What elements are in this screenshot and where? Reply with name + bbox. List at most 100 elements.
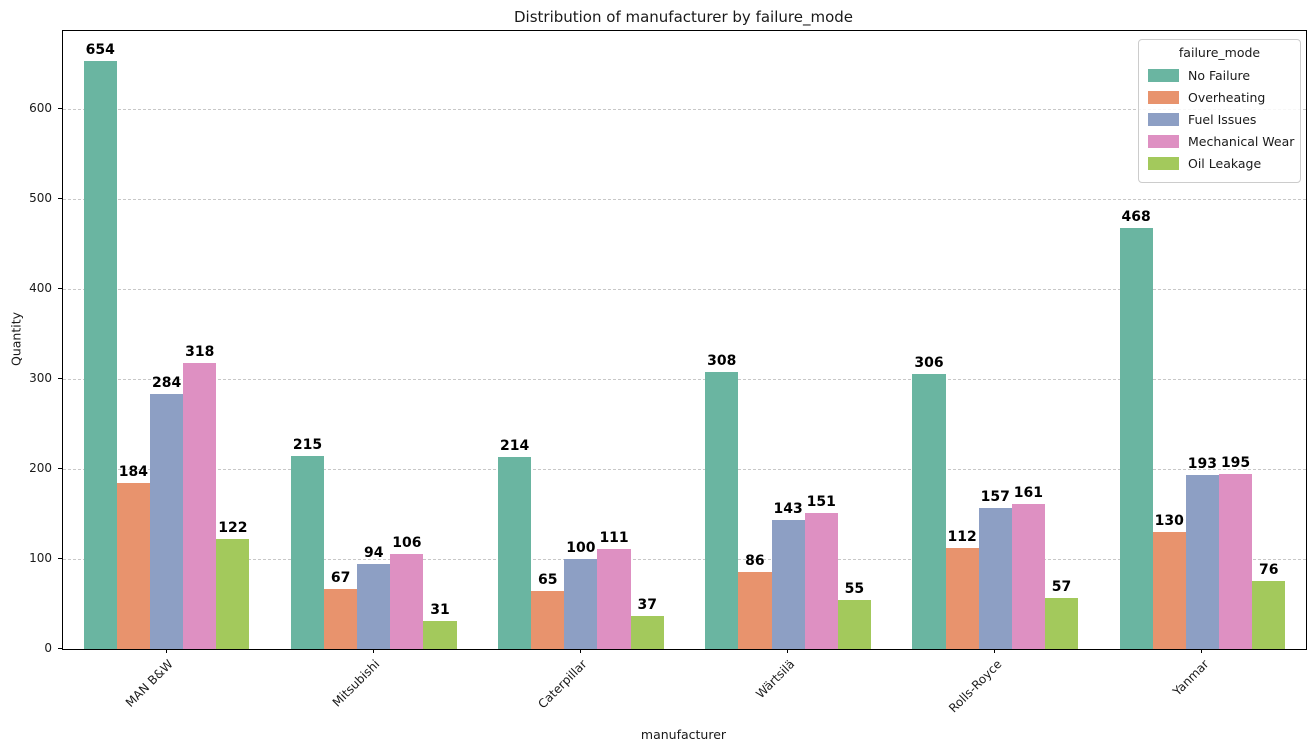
bar-Mitsubishi-Mechanical Wear <box>390 553 424 649</box>
bar-Rolls-Royce-Overheating <box>945 548 979 649</box>
bar-Mitsubishi-Overheating <box>324 588 358 649</box>
bar-value-label: 306 <box>914 354 944 371</box>
legend-item-Mechanical Wear: Mechanical Wear <box>1148 130 1295 152</box>
bar-Yanmar-Mechanical Wear <box>1218 473 1253 649</box>
bar-Caterpillar-Overheating <box>531 590 565 649</box>
x-tick-label: Mitsubishi <box>330 657 383 710</box>
bar-value-label: 67 <box>330 569 351 586</box>
bar-Mitsubishi-Fuel Issues <box>357 564 391 649</box>
x-tick-mark <box>372 649 374 653</box>
y-tick-mark <box>58 108 62 110</box>
legend-item-Overheating: Overheating <box>1148 86 1291 108</box>
bar-value-label: 654 <box>85 41 115 58</box>
bar-value-label: 86 <box>745 552 765 569</box>
y-axis-label: Quantity <box>8 311 24 367</box>
x-tick-mark <box>994 649 996 653</box>
bar-MAN B&W-Oil Leakage <box>216 539 250 649</box>
bar-value-label: 112 <box>947 529 977 546</box>
bar-Wärtsilä-Overheating <box>738 571 772 649</box>
bar-value-label: 157 <box>980 488 1010 505</box>
bar-value-label: 143 <box>773 501 803 518</box>
bar-value-label: 468 <box>1121 209 1151 226</box>
bar-value-label: 184 <box>118 464 149 481</box>
x-tick-mark <box>165 649 167 653</box>
bar-Yanmar-Overheating <box>1152 532 1186 649</box>
plot-area: 654 184 284 318 122 215 67 94 106 31 214 65 100 111 37… <box>62 30 1307 650</box>
bar-Caterpillar-Fuel Issues <box>564 559 598 649</box>
bar-value-label: 57 <box>1051 578 1072 595</box>
y-tick-mark <box>58 288 62 290</box>
legend-title: failure_mode <box>1178 45 1261 60</box>
bar-value-label: 161 <box>1013 485 1044 502</box>
bar-value-label: 100 <box>566 540 596 557</box>
legend-swatch <box>1148 156 1179 170</box>
x-tick-mark <box>787 649 789 653</box>
y-tick-label: 100 <box>29 551 52 566</box>
bar-value-label: 31 <box>430 602 450 619</box>
bar-Rolls-Royce-Fuel Issues <box>978 507 1012 649</box>
gridline-y-500 <box>63 199 1306 201</box>
bar-value-label: 94 <box>364 545 384 562</box>
gridline-y-300 <box>63 379 1306 381</box>
y-tick-label: 400 <box>29 281 52 296</box>
bar-Yanmar-Fuel Issues <box>1185 475 1219 649</box>
chart-title: Distribution of manufacturer by failure_… <box>513 8 854 26</box>
bar-value-label: 106 <box>392 534 422 551</box>
bar-Wärtsilä-Mechanical Wear <box>804 513 838 649</box>
bar-value-label: 130 <box>1154 513 1184 530</box>
x-tick-mark <box>579 649 581 653</box>
y-tick-label: 200 <box>29 461 52 476</box>
x-tick-label: Yanmar <box>1169 657 1212 699</box>
bar-value-label: 122 <box>218 520 248 537</box>
bar-value-label: 215 <box>292 436 323 453</box>
y-tick-label: 0 <box>44 641 52 655</box>
legend-label: Mechanical Wear <box>1188 133 1295 149</box>
x-tick-label: Caterpillar <box>535 657 590 712</box>
bar-Rolls-Royce-No Failure <box>912 373 946 649</box>
legend-label: Oil Leakage <box>1188 155 1262 171</box>
x-tick-label: Rolls-Royce <box>945 657 1005 716</box>
gridline-y-200 <box>63 469 1306 471</box>
bar-value-label: 214 <box>499 437 530 454</box>
y-tick-label: 300 <box>29 371 52 386</box>
bar-Wärtsilä-Oil Leakage <box>837 599 871 649</box>
legend-swatch <box>1148 134 1179 148</box>
x-tick-mark <box>1201 649 1203 653</box>
bar-value-label: 195 <box>1220 454 1251 471</box>
legend-items: No Failure Overheating Fuel Issues Mechanic… <box>1148 64 1295 174</box>
legend-label: Overheating <box>1188 89 1266 105</box>
bar-Caterpillar-Oil Leakage <box>630 615 664 649</box>
bar-Mitsubishi-No Failure <box>290 455 325 649</box>
legend-item-No Failure: No Failure <box>1148 64 1291 86</box>
bar-value-label: 111 <box>599 530 629 547</box>
bar-value-label: 55 <box>844 580 865 597</box>
legend: failure_mode No Failure Overheating Fuel I… <box>1138 39 1301 183</box>
bar-Mitsubishi-Oil Leakage <box>423 621 457 649</box>
bar-Wärtsilä-Fuel Issues <box>771 520 805 649</box>
x-tick-label: Wärtsilä <box>752 657 797 702</box>
gridline-y-600 <box>63 109 1306 111</box>
gridline-y-400 <box>63 289 1306 291</box>
x-tick-label: MAN B&W <box>122 657 176 710</box>
legend-swatch <box>1148 68 1179 82</box>
y-tick-mark <box>58 468 62 470</box>
bar-value-label: 193 <box>1187 456 1218 473</box>
bar-MAN B&W-Overheating <box>116 483 150 649</box>
bar-value-label: 65 <box>538 571 558 588</box>
bar-Yanmar-Oil Leakage <box>1252 580 1286 649</box>
bar-Wärtsilä-No Failure <box>705 371 739 649</box>
bar-MAN B&W-Mechanical Wear <box>183 362 217 649</box>
bar-value-label: 37 <box>637 596 657 613</box>
y-tick-mark <box>58 648 62 649</box>
legend-label: Fuel Issues <box>1188 111 1257 127</box>
y-tick-mark <box>58 378 62 380</box>
gridline-y-100 <box>63 559 1306 561</box>
bar-Rolls-Royce-Mechanical Wear <box>1011 504 1045 649</box>
bar-Yanmar-No Failure <box>1119 228 1153 649</box>
legend-swatch <box>1148 90 1179 104</box>
legend-label: No Failure <box>1188 67 1251 83</box>
bar-value-label: 284 <box>151 374 182 391</box>
bar-Rolls-Royce-Oil Leakage <box>1044 597 1079 649</box>
x-axis-label: manufacturer <box>640 727 727 742</box>
